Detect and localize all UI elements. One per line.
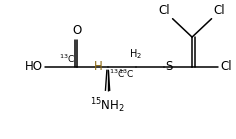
Text: O: O	[73, 24, 82, 37]
Text: S: S	[166, 60, 173, 73]
Text: $^{13}$C: $^{13}$C	[118, 68, 135, 80]
Text: $^{15}$NH$_2$: $^{15}$NH$_2$	[90, 97, 125, 115]
Text: Cl: Cl	[214, 4, 225, 17]
Text: $^{13}$C: $^{13}$C	[59, 52, 76, 65]
Text: HO: HO	[25, 60, 42, 73]
Text: Cl: Cl	[220, 60, 232, 73]
Text: Cl: Cl	[159, 4, 170, 17]
Text: H$_2$: H$_2$	[129, 47, 142, 61]
Text: $^{13}$C: $^{13}$C	[109, 68, 125, 80]
Text: H: H	[93, 60, 102, 73]
